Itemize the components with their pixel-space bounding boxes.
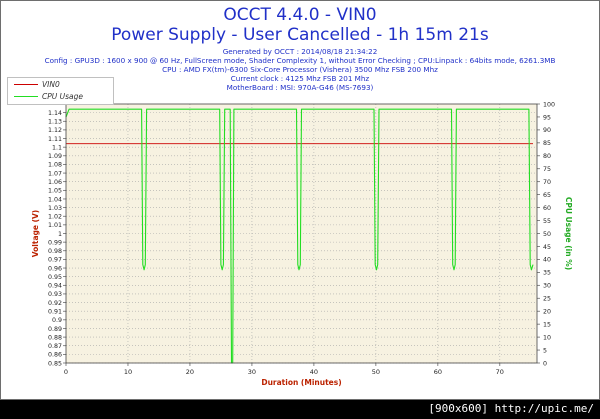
chart-subtitle: Power Supply - User Cancelled - 1h 15m 2… bbox=[111, 25, 489, 45]
y2-tick-label: 70 bbox=[543, 179, 551, 186]
y-tick-label: 1.1 bbox=[52, 144, 62, 151]
y-tick-label: 1.06 bbox=[48, 179, 62, 186]
y-tick-label: 1.12 bbox=[48, 127, 62, 134]
y2-tick-label: 90 bbox=[543, 127, 551, 134]
info-clock: Current clock : 4125 Mhz FSB 201 Mhz bbox=[230, 74, 370, 83]
y-tick-label: 1.08 bbox=[48, 162, 62, 169]
y-tick-label: 0.96 bbox=[48, 265, 62, 272]
y-axis-title: Voltage (V) bbox=[31, 210, 40, 258]
y2-tick-label: 45 bbox=[543, 244, 551, 251]
y-tick-label: 1.13 bbox=[48, 119, 62, 126]
x-axis-title: Duration (Minutes) bbox=[261, 378, 341, 387]
y-tick-label: 1.04 bbox=[48, 196, 62, 203]
y2-tick-label: 40 bbox=[543, 257, 551, 264]
info-motherboard: MotherBoard : MSI: 970A-G46 (MS-7693) bbox=[226, 83, 374, 92]
x-tick-label: 0 bbox=[64, 368, 68, 376]
y2-tick-label: 55 bbox=[543, 218, 551, 225]
info-cpu: CPU : AMD FX(tm)-6300 Six-Core Processor… bbox=[162, 65, 438, 74]
plot-border bbox=[65, 103, 538, 364]
y-tick-label: 1 bbox=[58, 231, 62, 238]
y2-tick-label: 20 bbox=[543, 309, 551, 316]
chart-title: OCCT 4.4.0 - VIN0 bbox=[223, 5, 377, 25]
footer-watermark: [900x600] http://upic.me/ bbox=[428, 402, 594, 415]
x-tick-label: 50 bbox=[372, 368, 380, 376]
y-tick-label: 1.03 bbox=[48, 205, 62, 212]
y-tick-label: 0.89 bbox=[48, 326, 62, 333]
y-tick-label: 0.99 bbox=[48, 239, 62, 246]
y2-tick-label: 50 bbox=[543, 231, 551, 238]
y2-tick-label: 60 bbox=[543, 205, 551, 212]
y2-tick-label: 100 bbox=[543, 101, 555, 108]
series-line-cpu-usage bbox=[65, 108, 534, 364]
y-tick-label: 1.09 bbox=[48, 153, 62, 160]
x-tick-label: 20 bbox=[186, 368, 194, 376]
y-tick-label: 0.86 bbox=[48, 352, 62, 359]
y-tick-label: 0.97 bbox=[48, 257, 62, 264]
legend-item-cpu-usage: CPU Usage bbox=[8, 91, 113, 103]
legend-label-cpu-usage: CPU Usage bbox=[42, 92, 84, 101]
y-tick-label: 0.9 bbox=[52, 317, 62, 324]
y-tick-label: 1.07 bbox=[48, 170, 62, 177]
y-tick-label: 0.98 bbox=[48, 248, 62, 255]
legend-label-vin0: VIN0 bbox=[42, 80, 60, 89]
x-tick-label: 60 bbox=[434, 368, 442, 376]
y2-tick-label: 75 bbox=[543, 166, 551, 173]
y2-axis-title: CPU Usage (in %) bbox=[564, 197, 573, 270]
y2-tick-label: 85 bbox=[543, 140, 551, 147]
x-tick-label: 70 bbox=[496, 368, 504, 376]
y-tick-label: 0.91 bbox=[48, 309, 62, 316]
legend-swatch-vin0 bbox=[14, 84, 38, 85]
info-config: Config : GPU3D : 1600 x 900 @ 60 Hz, Ful… bbox=[44, 56, 556, 65]
y2-tick-label: 35 bbox=[543, 270, 551, 277]
y2-tick-label: 10 bbox=[543, 334, 551, 341]
y-tick-label: 0.92 bbox=[48, 300, 62, 307]
y-tick-label: 0.88 bbox=[48, 334, 62, 341]
y2-tick-label: 65 bbox=[543, 192, 551, 199]
y-tick-label: 1.05 bbox=[48, 188, 62, 195]
y-tick-label: 0.93 bbox=[48, 291, 62, 298]
y-tick-label: 0.85 bbox=[48, 360, 62, 367]
y2-tick-label: 95 bbox=[543, 114, 551, 121]
y2-tick-label: 15 bbox=[543, 321, 551, 328]
legend-item-vin0: VIN0 bbox=[8, 79, 113, 91]
y-tick-label: 0.94 bbox=[48, 283, 62, 290]
y2-tick-label: 30 bbox=[543, 283, 551, 290]
y2-tick-label: 0 bbox=[543, 360, 547, 367]
x-tick-label: 10 bbox=[124, 368, 132, 376]
y2-tick-label: 80 bbox=[543, 153, 551, 160]
y-tick-label: 0.95 bbox=[48, 274, 62, 281]
y-tick-label: 1.11 bbox=[48, 136, 62, 143]
x-tick-label: 40 bbox=[310, 368, 318, 376]
legend-swatch-cpu-usage bbox=[14, 96, 38, 97]
x-tick-label: 30 bbox=[248, 368, 256, 376]
y2-tick-label: 25 bbox=[543, 296, 551, 303]
info-generated: Generated by OCCT : 2014/08/18 21:34:22 bbox=[222, 47, 378, 56]
y-tick-label: 1.02 bbox=[48, 214, 62, 221]
y-tick-label: 1.14 bbox=[48, 110, 62, 117]
y2-tick-label: 5 bbox=[543, 347, 547, 354]
y-tick-label: 1.01 bbox=[48, 222, 62, 229]
legend: VIN0 CPU Usage bbox=[7, 77, 114, 105]
y-tick-label: 0.87 bbox=[48, 343, 62, 350]
